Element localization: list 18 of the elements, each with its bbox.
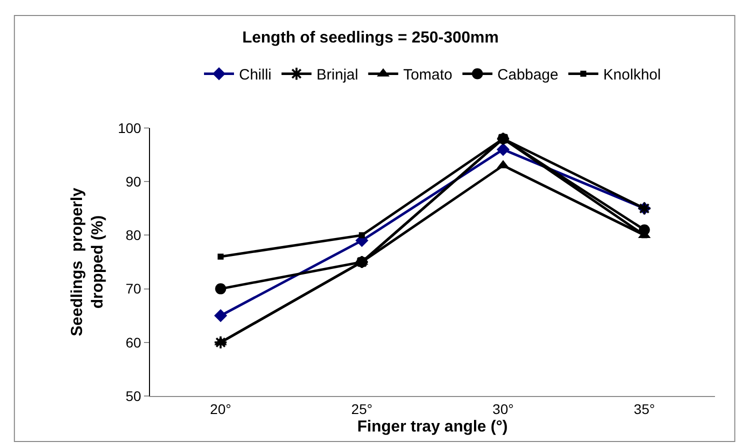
y-tick-label: 50 [126,388,142,404]
legend-label: Chilli [239,66,272,84]
chart-title: Length of seedlings = 250-300mm [242,29,499,46]
legend-label: Brinjal [316,66,358,84]
y-tick-label: 70 [126,280,142,297]
y-tick-label: 90 [126,174,142,190]
y-tick-label: 100 [118,120,142,136]
x-tick-label: 30° [492,400,514,417]
x-tick-label: 25° [351,400,372,417]
x-axis-title: Finger tray angle (°) [357,418,508,436]
y-tick-label: 80 [126,227,142,244]
x-tick-label: 35° [634,400,655,417]
legend-label: Knolkhol [603,66,661,84]
legend-label: Tomato [403,66,452,84]
y-tick-label: 60 [126,334,142,350]
x-tick-label: 20° [210,400,232,417]
y-axis-title: Seedlings properly dropped (%) [68,188,107,336]
legend-label: Cabbage [497,66,558,84]
